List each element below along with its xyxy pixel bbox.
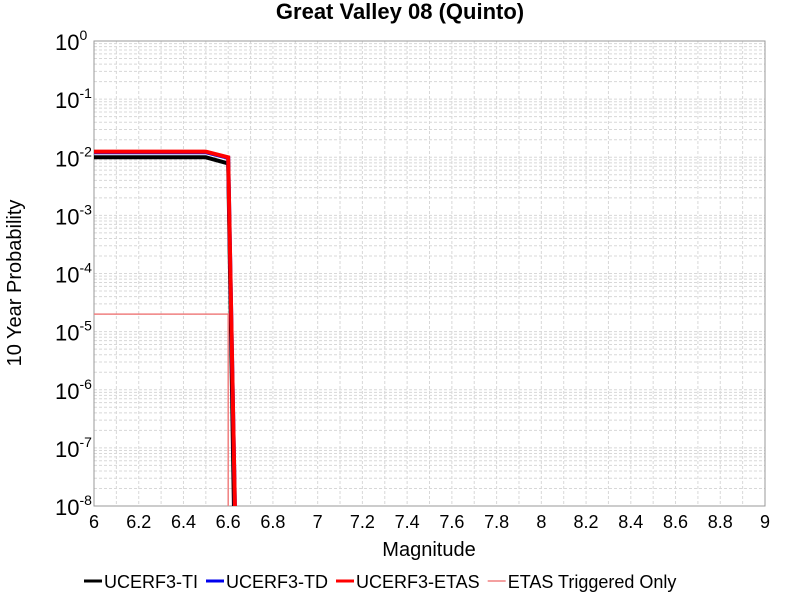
y-tick-label: 10-7 xyxy=(55,434,92,462)
x-tick-label: 9 xyxy=(760,512,770,532)
y-tick-label: 100 xyxy=(55,27,87,55)
x-tick-label: 7.2 xyxy=(350,512,375,532)
y-tick-label: 10-6 xyxy=(55,376,92,404)
x-tick-label: 8.2 xyxy=(574,512,599,532)
x-tick-label: 8.8 xyxy=(708,512,733,532)
legend-label: UCERF3-TD xyxy=(226,572,328,592)
plot-lines xyxy=(94,149,237,506)
y-axis-label: 10 Year Probability xyxy=(4,200,26,367)
grid xyxy=(93,41,766,507)
y-tick-label: 10-1 xyxy=(55,85,92,113)
plot-area xyxy=(93,40,766,507)
x-tick-label: 6.8 xyxy=(260,512,285,532)
legend: UCERF3-TI UCERF3-TD UCERF3-ETAS ETAS Trigge… xyxy=(84,572,676,592)
chart-title: Great Valley 08 (Quinto) xyxy=(276,0,524,24)
legend-label: UCERF3-ETAS xyxy=(356,572,480,592)
y-tick-label: 10-4 xyxy=(55,260,92,288)
x-tick-label: 7.4 xyxy=(395,512,420,532)
legend-label: ETAS Triggered Only xyxy=(508,572,677,592)
x-axis-label: Magnitude xyxy=(382,539,475,561)
x-tick-label: 8.6 xyxy=(663,512,688,532)
series-line xyxy=(94,313,229,506)
series-line xyxy=(94,149,237,506)
x-tick-label: 8.4 xyxy=(618,512,643,532)
x-tick-label: 6.2 xyxy=(126,512,151,532)
x-tick-label: 6.6 xyxy=(216,512,241,532)
y-tick-labels: 100 10-1 10-2 10-3 10-4 10-5 10-6 10-7 10-8 xyxy=(55,27,92,520)
series-line xyxy=(94,150,237,506)
x-tick-label: 6.4 xyxy=(171,512,196,532)
x-tick-label: 7.6 xyxy=(439,512,464,532)
x-tick-label: 7 xyxy=(313,512,323,532)
y-tick-label: 10-8 xyxy=(55,492,92,520)
y-tick-label: 10-5 xyxy=(55,318,92,346)
x-tick-label: 6 xyxy=(89,512,99,532)
y-tick-label: 10-2 xyxy=(55,143,92,171)
y-tick-label: 10-3 xyxy=(55,201,92,229)
x-tick-label: 8 xyxy=(536,512,546,532)
x-tick-label: 7.8 xyxy=(484,512,509,532)
x-tick-labels: 6 6.2 6.4 6.6 6.8 7 7.2 7.4 7.6 7.8 8 8.2 8.4 8.6 8.8 9 xyxy=(89,512,770,532)
legend-label: UCERF3-TI xyxy=(104,572,198,592)
